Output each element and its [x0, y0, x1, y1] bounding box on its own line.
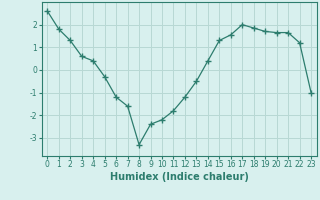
X-axis label: Humidex (Indice chaleur): Humidex (Indice chaleur): [110, 172, 249, 182]
